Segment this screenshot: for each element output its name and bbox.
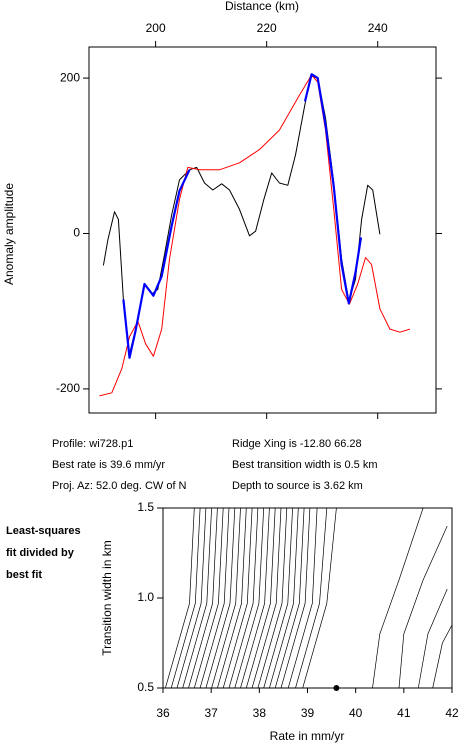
contour-line — [245, 507, 276, 689]
data-line — [122, 73, 363, 359]
contour-line — [193, 507, 224, 689]
contour-line — [280, 507, 311, 689]
top-plot-frame — [88, 46, 437, 414]
contour-line — [251, 507, 282, 689]
y-axis-label: Anomaly amplitude — [2, 183, 16, 285]
y-tick-label: 1.0 — [137, 590, 154, 604]
contour-line — [234, 507, 265, 689]
contour-line — [182, 507, 212, 689]
note-text: fit divided by — [6, 547, 75, 559]
contour-line — [302, 507, 337, 689]
x-tick-label: 200 — [146, 21, 166, 35]
contour-line — [274, 507, 305, 689]
contour-line — [269, 507, 299, 689]
y-tick-label: 0 — [73, 226, 80, 240]
x-tick-label: 40 — [349, 706, 363, 720]
y-tick-label: 200 — [60, 70, 80, 84]
best-fit-point — [333, 685, 340, 691]
contour-line — [211, 507, 241, 689]
x-tick-label: 240 — [368, 21, 388, 35]
note-text: Least-squares — [6, 525, 81, 537]
info-text: Ridge Xing is -12.80 66.28 — [232, 438, 362, 450]
info-text: Best transition width is 0.5 km — [232, 459, 378, 471]
data-line — [99, 74, 411, 397]
contour-line — [432, 624, 453, 689]
x-tick-label: 39 — [301, 706, 315, 720]
contour-line — [188, 507, 218, 689]
x-axis-label: Distance (km) — [225, 0, 299, 13]
contour-line — [398, 525, 448, 689]
contour-line — [263, 507, 293, 689]
info-text: Depth to source is 3.62 km — [232, 480, 363, 492]
contour-line — [417, 588, 448, 689]
contour-line — [228, 507, 259, 689]
contour-line — [176, 507, 207, 689]
note-text: best fit — [6, 569, 42, 581]
info-text: Proj. Az: 52.0 deg. CW of N — [52, 480, 187, 492]
info-text: Profile: wi728.p1 — [52, 438, 133, 450]
x-tick-label: 38 — [253, 706, 267, 720]
y-tick-label: 0.5 — [137, 680, 154, 694]
contour-line — [205, 507, 236, 689]
contour-line — [222, 507, 253, 689]
y-tick-label: 1.5 — [137, 500, 154, 514]
contour-line — [165, 507, 195, 689]
x-tick-label: 42 — [445, 706, 459, 720]
x-axis-label: Rate in mm/yr — [270, 729, 345, 743]
y-axis-label: Transition width in km — [100, 540, 114, 656]
info-text: Best rate is 39.6 mm/yr — [52, 459, 165, 471]
x-tick-label: 37 — [204, 706, 218, 720]
contour-line — [217, 507, 247, 689]
contour-line — [295, 507, 328, 689]
x-tick-label: 220 — [257, 21, 277, 35]
contour-line — [372, 507, 424, 689]
contour-line — [287, 507, 318, 689]
contour-line — [240, 507, 270, 689]
contour-line — [257, 507, 288, 689]
y-tick-label: -200 — [56, 381, 80, 395]
x-tick-label: 36 — [156, 706, 170, 720]
x-tick-label: 41 — [397, 706, 411, 720]
contour-line — [170, 507, 201, 689]
contour-line — [199, 507, 230, 689]
